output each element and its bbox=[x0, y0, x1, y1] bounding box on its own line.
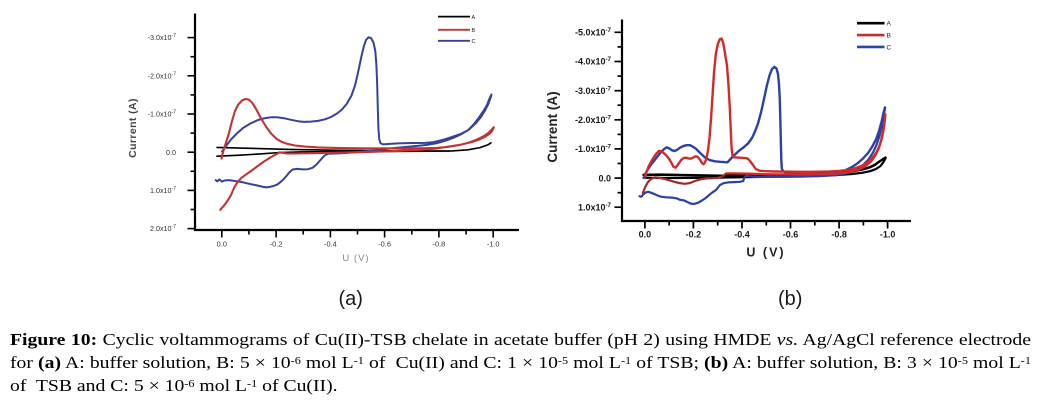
svg-text:C: C bbox=[887, 44, 892, 51]
svg-text:-0.8: -0.8 bbox=[433, 240, 446, 249]
svg-text:-3.0x10-7: -3.0x10-7 bbox=[148, 33, 177, 42]
svg-text:U (V): U (V) bbox=[342, 253, 369, 264]
svg-text:B: B bbox=[887, 33, 891, 40]
svg-text:A: A bbox=[887, 21, 892, 28]
svg-text:Current (A): Current (A) bbox=[545, 91, 560, 162]
svg-text:0.0: 0.0 bbox=[598, 173, 611, 183]
svg-text:-0.4: -0.4 bbox=[324, 240, 337, 249]
svg-text:-1.0x10-7: -1.0x10-7 bbox=[575, 144, 612, 155]
svg-text:-0.6: -0.6 bbox=[783, 230, 799, 240]
svg-text:2.0x10-7: 2.0x10-7 bbox=[150, 224, 176, 233]
svg-text:0.0: 0.0 bbox=[217, 240, 227, 249]
svg-text:-1.0: -1.0 bbox=[880, 230, 896, 240]
svg-text:-0.6: -0.6 bbox=[378, 240, 391, 249]
svg-text:-0.4: -0.4 bbox=[734, 230, 750, 240]
svg-text:-1.0: -1.0 bbox=[487, 240, 500, 249]
svg-text:-0.2: -0.2 bbox=[270, 240, 283, 249]
svg-text:B: B bbox=[472, 28, 476, 34]
svg-text:A: A bbox=[472, 15, 476, 21]
svg-text:1.0x10-7: 1.0x10-7 bbox=[578, 202, 612, 213]
svg-text:Current (A): Current (A) bbox=[127, 98, 139, 158]
svg-text:U (V): U (V) bbox=[746, 246, 785, 260]
svg-text:-3.0x10-7: -3.0x10-7 bbox=[575, 85, 612, 96]
svg-text:C: C bbox=[472, 39, 476, 45]
svg-text:-0.8: -0.8 bbox=[831, 230, 847, 240]
svg-text:-2.0x10-7: -2.0x10-7 bbox=[148, 71, 177, 80]
svg-text:-0.2: -0.2 bbox=[686, 230, 702, 240]
svg-text:-5.0x10-7: -5.0x10-7 bbox=[575, 27, 612, 38]
svg-text:-1.0x10-7: -1.0x10-7 bbox=[148, 110, 177, 119]
svg-text:-2.0x10-7: -2.0x10-7 bbox=[575, 115, 612, 126]
svg-text:-4.0x10-7: -4.0x10-7 bbox=[575, 56, 612, 67]
svg-text:1.0x10-7: 1.0x10-7 bbox=[150, 186, 176, 195]
svg-text:0.0: 0.0 bbox=[166, 148, 176, 157]
svg-text:0.0: 0.0 bbox=[639, 230, 652, 240]
